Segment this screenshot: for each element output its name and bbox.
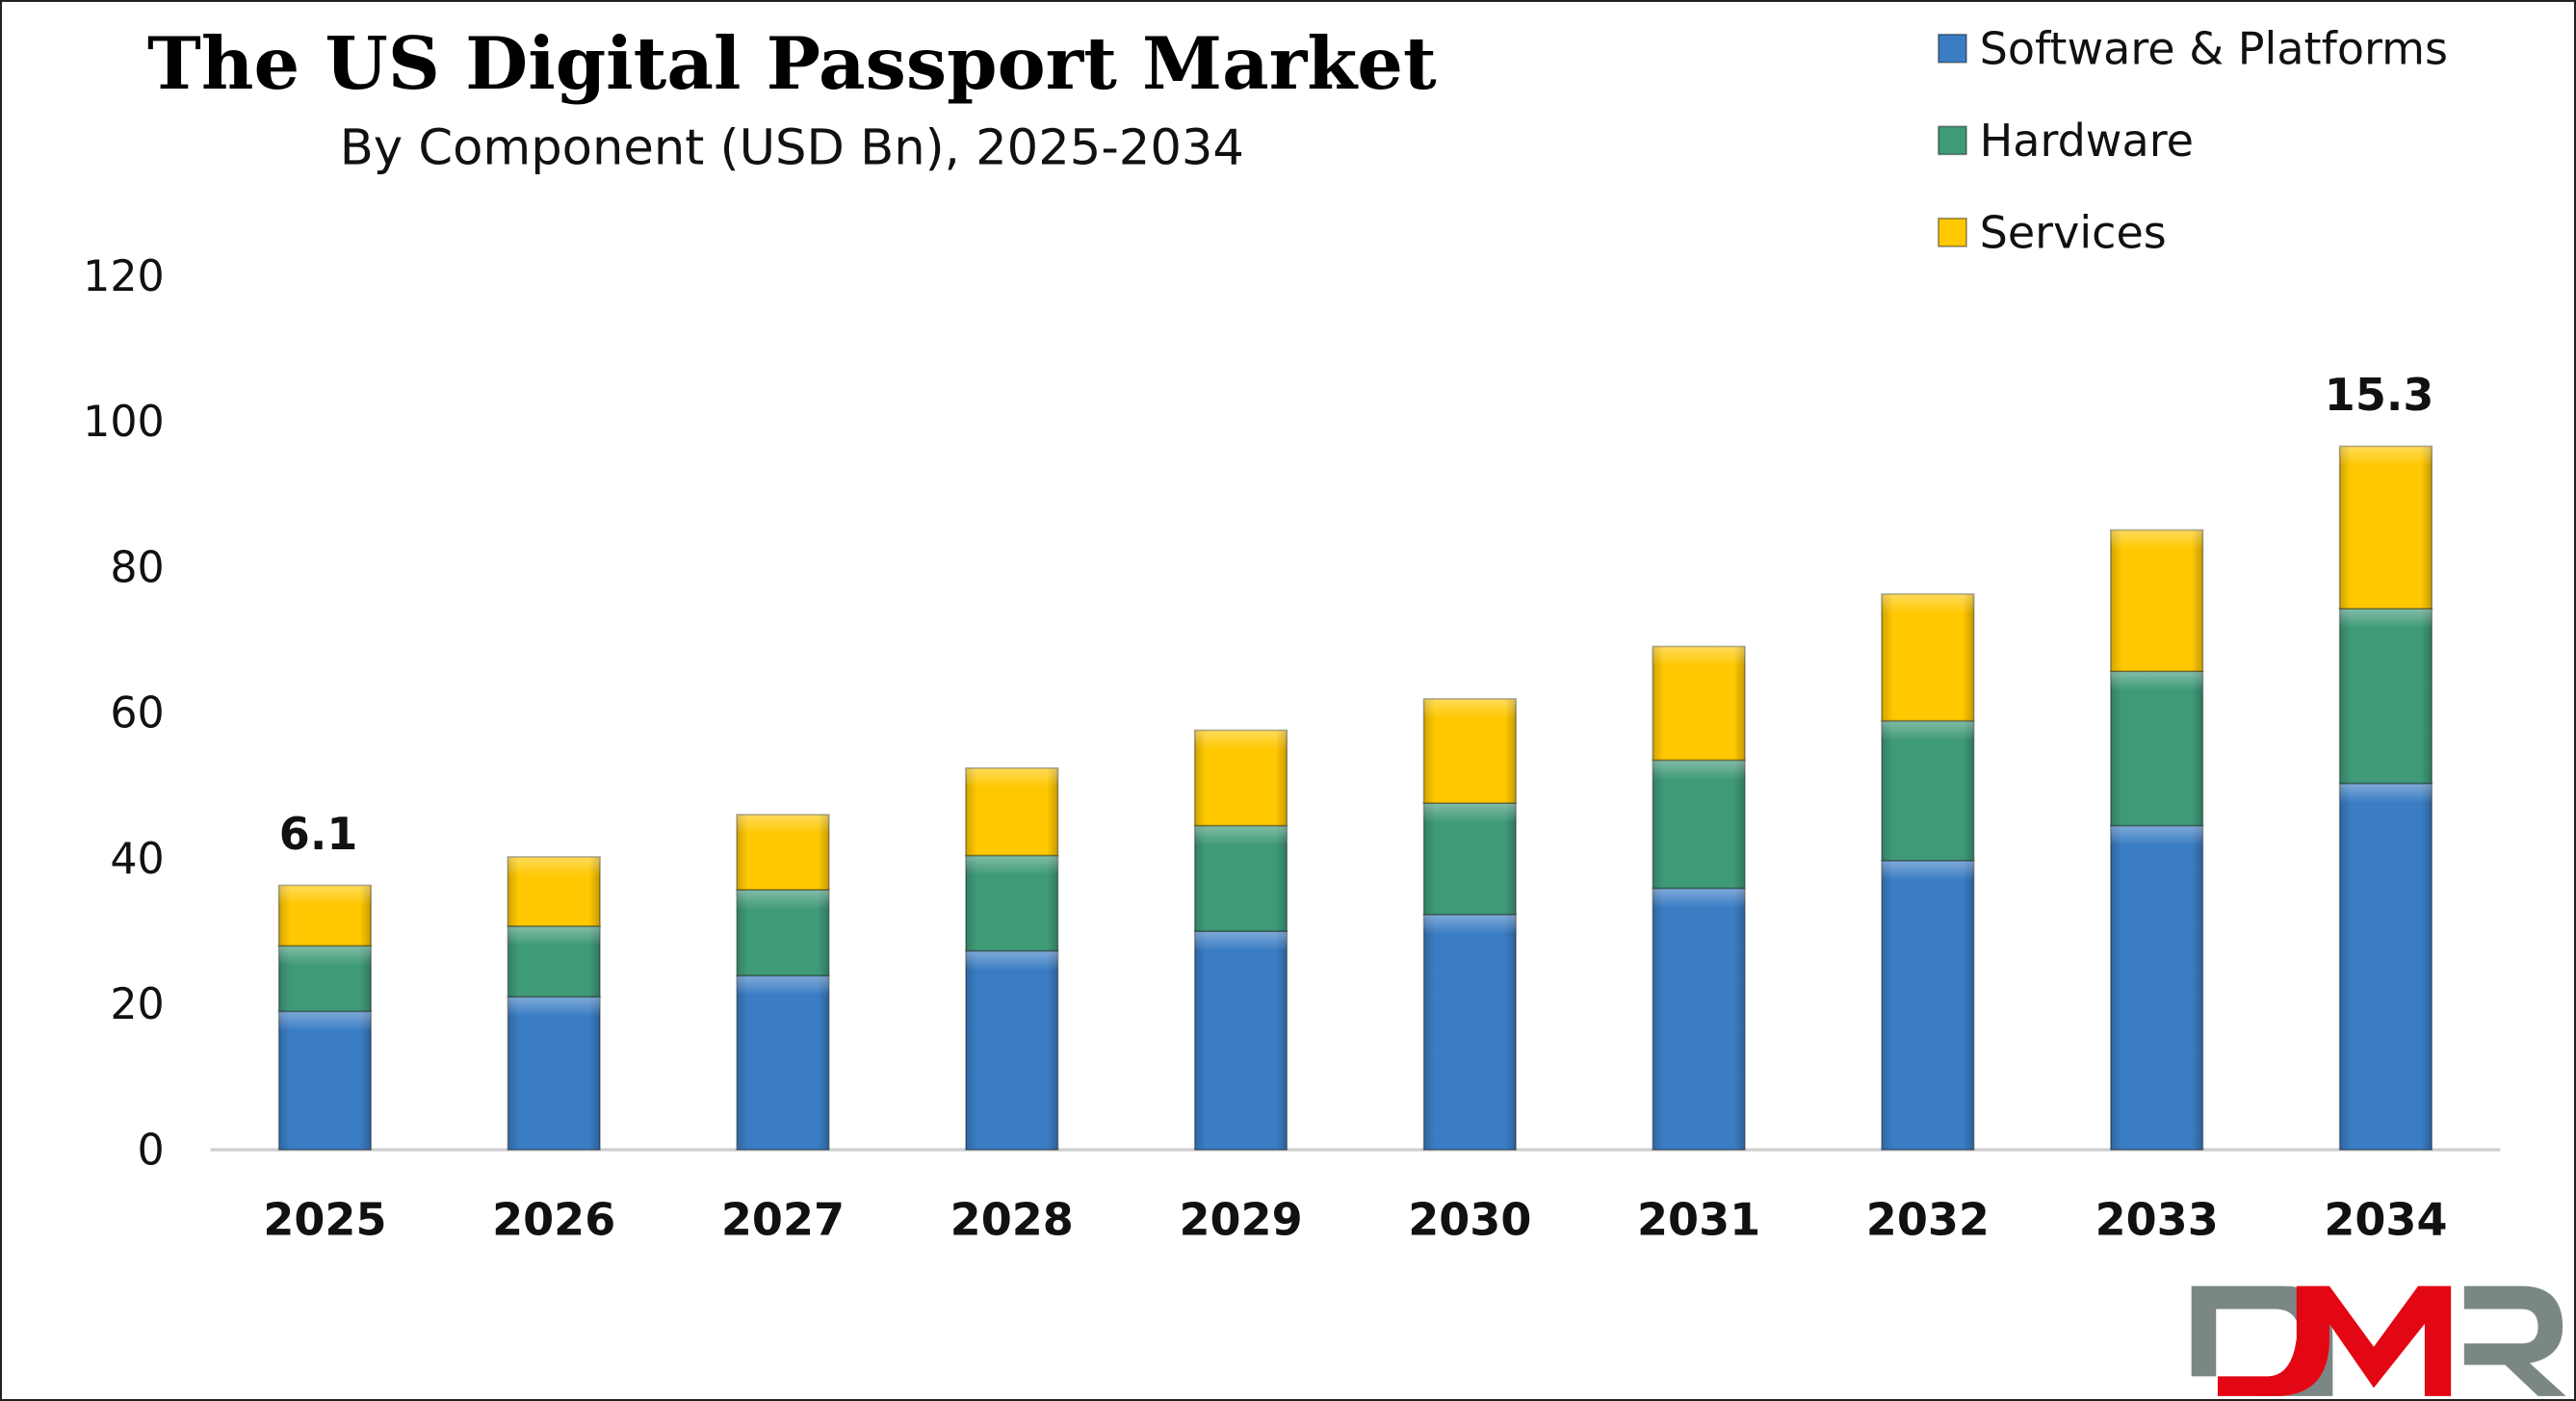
x-tick-label: 2032 [1866, 1194, 1990, 1246]
bar-sheen [1882, 860, 1974, 881]
bar-stack-2032 [1881, 593, 1975, 1151]
x-tick-label: 2034 [2324, 1194, 2447, 1246]
bar-bevel [2110, 530, 2203, 672]
chart-subtitle: By Component (USD Bn), 2025-2034 [340, 120, 1244, 177]
bar-sheen [2110, 671, 2203, 691]
dmr-logo [2191, 1285, 2566, 1396]
bar-sheen [1194, 931, 1288, 951]
bar-sheen [737, 815, 829, 835]
x-tick-label: 2026 [492, 1194, 615, 1246]
bar-sheen [278, 885, 372, 905]
bar-sheen [966, 855, 1058, 875]
bar-sheen [278, 1011, 372, 1031]
bar-stack-2028 [965, 766, 1059, 1151]
y-tick-label: 0 [138, 1126, 165, 1175]
bar-sheen [966, 767, 1058, 789]
bar-stack-2025 [277, 884, 373, 1151]
legend-label: Services [1980, 207, 2167, 259]
y-tick-label: 100 [83, 398, 165, 447]
x-axis: 2025 2026 2027 2028 2029 2030 2031 2032 2033 2034 [263, 1194, 2447, 1246]
bar-sheen [1423, 803, 1517, 823]
bar-sheen [2110, 530, 2203, 550]
bar-stack-2033 [2110, 529, 2204, 1151]
bar-sheen [737, 975, 829, 996]
bars [277, 445, 2433, 1151]
bar-sheen [1194, 730, 1288, 750]
bar-sheen [507, 857, 600, 877]
y-axis: 0 20 40 60 80 100 120 [83, 252, 165, 1175]
bar-bevel [737, 975, 829, 1151]
bar-sheen [507, 997, 600, 1017]
legend-swatch [1938, 33, 1967, 64]
y-tick-label: 60 [110, 689, 164, 739]
bar-bevel [2339, 783, 2433, 1151]
legend-label: Software & Platforms [1980, 23, 2448, 75]
x-tick-label: 2027 [721, 1194, 845, 1246]
bar-sheen [1652, 760, 1745, 780]
data-label-2034: 15.3 [2325, 369, 2434, 421]
bar-bevel [1423, 914, 1517, 1151]
y-tick-label: 20 [110, 980, 164, 1029]
bar-sheen [1882, 594, 1974, 614]
bar-stack-2030 [1422, 698, 1517, 1151]
y-tick-label: 40 [110, 835, 164, 884]
bar-stack-2026 [507, 856, 601, 1151]
bar-stack-2034 [2338, 445, 2433, 1151]
bar-sheen [2339, 609, 2433, 629]
bar-bevel [1882, 594, 1974, 721]
bar-bevel [2110, 671, 2203, 826]
bar-bevel [2339, 446, 2433, 610]
bar-sheen [966, 950, 1058, 972]
data-labels: 6.1 15.3 [279, 369, 2434, 860]
legend-item: Hardware [1938, 115, 2194, 167]
legend-label: Hardware [1980, 115, 2194, 167]
bar-bevel [1652, 760, 1745, 889]
bar-bevel [278, 1011, 372, 1151]
bar-bevel [1882, 860, 1974, 1151]
bar-sheen [1652, 646, 1745, 666]
bar-sheen [2339, 783, 2433, 804]
bar-sheen [1194, 825, 1288, 845]
bar-bevel [1652, 888, 1745, 1151]
x-tick-label: 2033 [2095, 1194, 2219, 1246]
legend: Software & Platforms Hardware Services [1938, 23, 2448, 259]
x-tick-label: 2030 [1408, 1194, 1531, 1246]
chart-title: The US Digital Passport Market [147, 21, 1437, 106]
bar-stack-2031 [1652, 645, 1746, 1151]
bar-sheen [278, 946, 372, 966]
bar-bevel [966, 950, 1058, 1151]
bar-bevel [1194, 931, 1288, 1151]
x-tick-label: 2028 [950, 1194, 1074, 1246]
bar-sheen [2110, 825, 2203, 845]
legend-swatch [1938, 218, 1967, 247]
bar-bevel [507, 997, 600, 1151]
legend-item: Services [1938, 207, 2167, 259]
x-tick-label: 2025 [263, 1194, 386, 1246]
bar-sheen [507, 925, 600, 947]
bar-sheen [1423, 698, 1517, 719]
y-tick-label: 120 [83, 252, 165, 301]
bar-stack-2029 [1193, 729, 1288, 1151]
x-tick-label: 2029 [1179, 1194, 1302, 1246]
x-tick-label: 2031 [1637, 1194, 1760, 1246]
bar-stack-2027 [736, 814, 830, 1151]
bar-sheen [1652, 888, 1745, 909]
bar-sheen [1423, 914, 1517, 935]
bar-sheen [737, 890, 829, 910]
bar-bevel [2110, 825, 2203, 1151]
bar-sheen [2339, 446, 2433, 466]
y-tick-label: 80 [110, 543, 164, 592]
legend-item: Software & Platforms [1938, 23, 2448, 75]
bar-sheen [1882, 720, 1974, 741]
legend-swatch [1938, 125, 1967, 156]
bar-bevel [2339, 609, 2433, 784]
data-label-2025: 6.1 [279, 808, 358, 860]
bar-bevel [1882, 720, 1974, 861]
